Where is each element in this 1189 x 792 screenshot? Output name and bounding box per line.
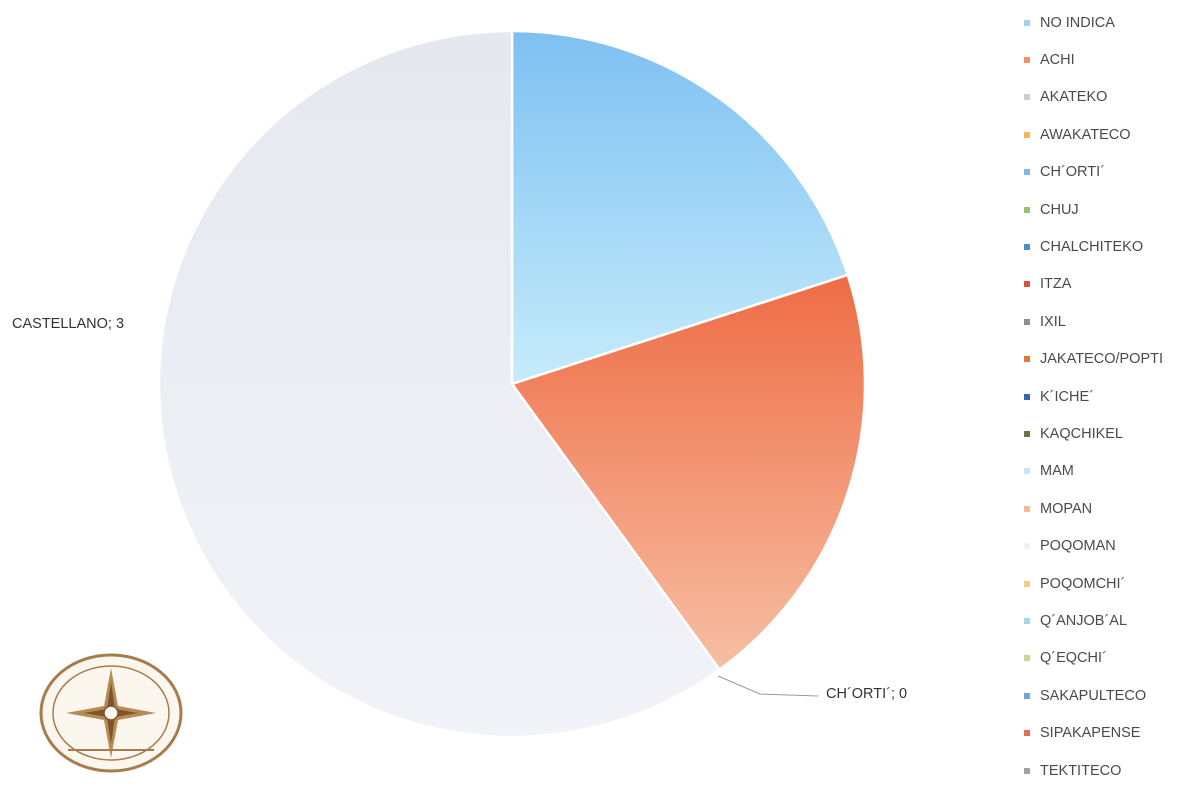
legend-swatch <box>1024 206 1030 213</box>
legend-item: POQOMAN <box>1024 527 1163 564</box>
legend-item: KAQCHIKEL <box>1024 415 1163 452</box>
legend-swatch <box>1024 169 1030 176</box>
legend-label: CHUJ <box>1040 201 1079 218</box>
legend-label: POQOMAN <box>1040 538 1116 555</box>
legend-label: K´ICHE´ <box>1040 388 1094 405</box>
legend-label: JAKATECO/POPTI <box>1040 351 1164 368</box>
legend-swatch <box>1024 730 1030 737</box>
pie-slice-castellano <box>157 29 722 739</box>
legend-item: NO INDICA <box>1024 4 1163 41</box>
legend-label: Q´ANJOB´AL <box>1040 612 1128 629</box>
legend-swatch <box>1024 543 1030 550</box>
legend-item: Q´EQCHI´ <box>1024 640 1163 677</box>
legend-swatch <box>1024 131 1030 138</box>
legend-item: CH´ORTI´ <box>1024 154 1163 191</box>
legend-label: TEKTITECO <box>1040 762 1122 779</box>
data-label-chorti: CH´ORTI´; 0 <box>826 686 908 702</box>
legend-swatch <box>1024 692 1030 699</box>
legend-item: MAM <box>1024 453 1163 490</box>
pie-slice-achi <box>509 273 867 672</box>
legend-label: CH´ORTI´ <box>1040 164 1105 181</box>
legend-label: ACHI <box>1040 52 1075 69</box>
legend-swatch <box>1024 318 1030 325</box>
legend-swatch <box>1024 767 1030 774</box>
legend-item: CHALCHITEKO <box>1024 228 1163 265</box>
legend-label: IXIL <box>1040 313 1066 330</box>
legend-item: POQOMCHI´ <box>1024 565 1163 602</box>
legend-label: MAM <box>1040 463 1074 480</box>
legend-swatch <box>1024 580 1030 587</box>
data-label-castellano: CASTELLANO; 3 <box>12 316 125 332</box>
legend-item: K´ICHE´ <box>1024 378 1163 415</box>
legend-swatch <box>1024 655 1030 662</box>
legend-item: CHUJ <box>1024 191 1163 228</box>
legend-label: SAKAPULTECO <box>1040 687 1147 704</box>
pie-slices <box>157 29 867 739</box>
legend-item: TEKTITECO <box>1024 752 1163 789</box>
legend-swatch <box>1024 617 1030 624</box>
legend-swatch <box>1024 356 1030 363</box>
legend-label: Q´EQCHI´ <box>1040 650 1107 667</box>
legend-label: POQOMCHI´ <box>1040 575 1126 592</box>
legend-label: AWAKATECO <box>1040 126 1131 143</box>
legend-label: ITZA <box>1040 276 1072 293</box>
legend-swatch <box>1024 505 1030 512</box>
chorti-leader-line <box>717 675 819 697</box>
legend-label: SIPAKAPENSE <box>1040 725 1141 742</box>
legend-item: IXIL <box>1024 303 1163 340</box>
legend-swatch <box>1024 468 1030 475</box>
pie-slice-no-indica <box>510 29 850 386</box>
legend-swatch <box>1024 393 1030 400</box>
legend-swatch <box>1024 94 1030 101</box>
legend-label: MOPAN <box>1040 500 1093 517</box>
legend-item: MOPAN <box>1024 490 1163 527</box>
legend-item: ACHI <box>1024 41 1163 78</box>
legend-swatch <box>1024 57 1030 64</box>
legend-label: AKATEKO <box>1040 89 1108 106</box>
official-seal-logo <box>39 653 183 773</box>
legend-label: KAQCHIKEL <box>1040 425 1123 442</box>
legend-item: AWAKATECO <box>1024 116 1163 153</box>
chart-legend: NO INDICA ACHI AKATEKO AWAKATECO CH´ORTI´ CHU… <box>1024 4 1163 789</box>
legend-item: SAKAPULTECO <box>1024 677 1163 714</box>
legend-item: ITZA <box>1024 266 1163 303</box>
legend-swatch <box>1024 281 1030 288</box>
legend-swatch <box>1024 430 1030 437</box>
legend-item: JAKATECO/POPTI <box>1024 341 1163 378</box>
legend-item: SIPAKAPENSE <box>1024 714 1163 751</box>
legend-swatch <box>1024 19 1030 26</box>
legend-item: AKATEKO <box>1024 79 1163 116</box>
legend-item: Q´ANJOB´AL <box>1024 602 1163 639</box>
legend-label: CHALCHITEKO <box>1040 239 1144 256</box>
legend-label: NO INDICA <box>1040 14 1115 31</box>
legend-swatch <box>1024 244 1030 251</box>
